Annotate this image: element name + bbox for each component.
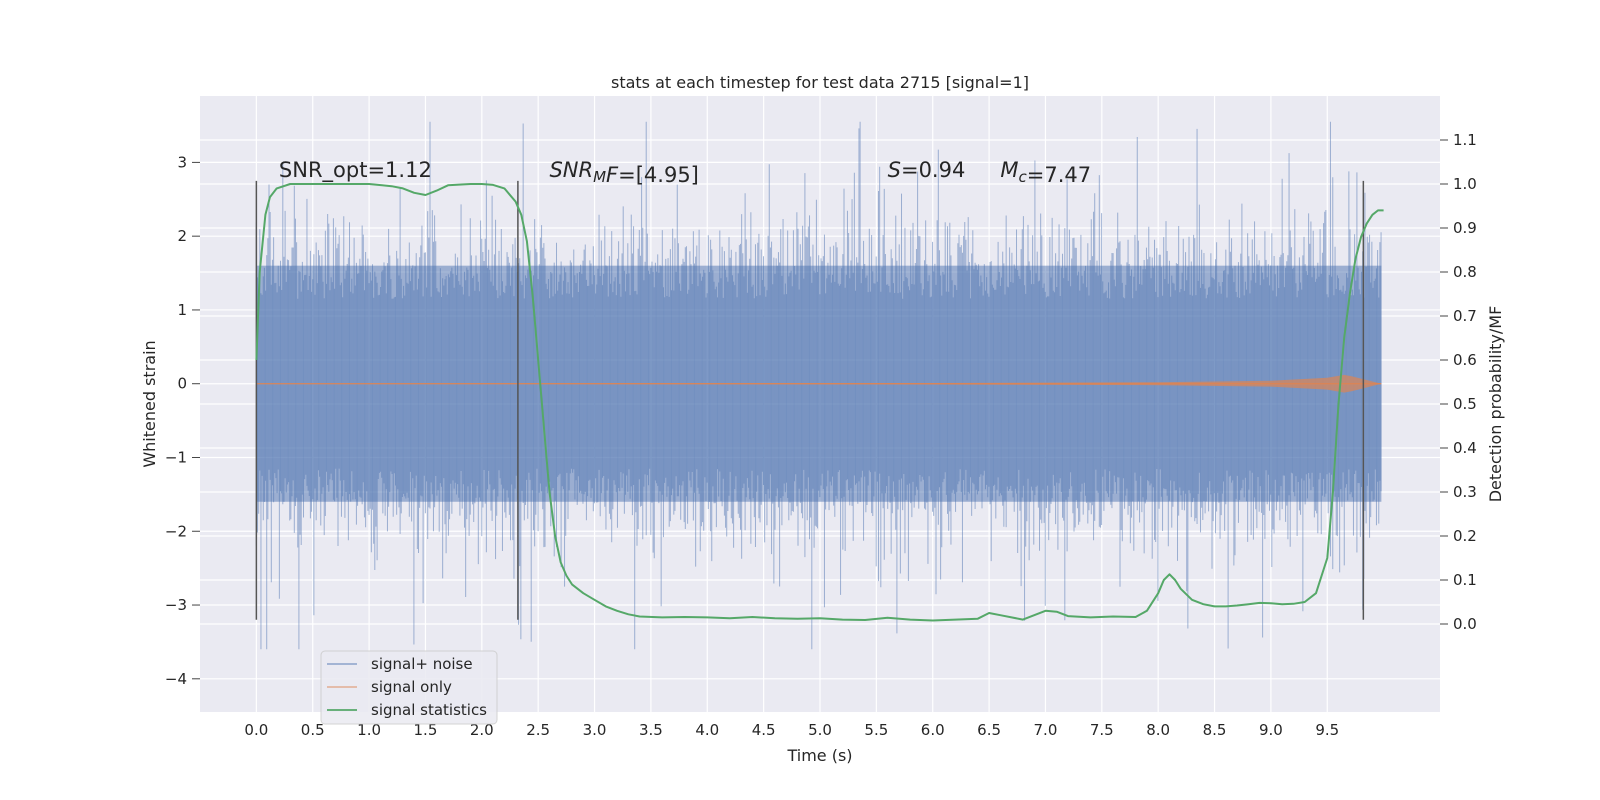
- y-axis-label: Whitened strain: [140, 340, 159, 467]
- x-tick-label: 8.0: [1146, 721, 1170, 739]
- annotations: SNR_opt=1.12 SNRMF=[4.95] S=0.94 Mc=7.47: [279, 158, 1091, 187]
- y-right-tick-label: 0.8: [1453, 263, 1477, 281]
- y-tick-label: −1: [165, 448, 187, 466]
- legend-label-signal-statistics: signal statistics: [371, 701, 487, 719]
- x-tick-label: 1.0: [357, 721, 381, 739]
- annotation-snr-mf: SNRMF=[4.95]: [549, 158, 698, 187]
- y-right-tick-label: 0.5: [1453, 395, 1477, 413]
- x-tick-label: 7.0: [1034, 721, 1058, 739]
- x-tick-label: 2.5: [526, 721, 550, 739]
- vertical-markers: [255, 180, 1365, 620]
- y-right-tick-label: 0.0: [1453, 615, 1477, 633]
- x-tick-label: 3.5: [639, 721, 663, 739]
- y-tick-label: 1: [177, 301, 187, 319]
- y-right-axis-label: Detection probability/MF: [1486, 306, 1505, 503]
- legend-box: [320, 650, 498, 725]
- x-tick-label: 7.5: [1090, 721, 1114, 739]
- x-tick-label: 3.0: [583, 721, 607, 739]
- x-tick-label: 4.0: [695, 721, 719, 739]
- y-right-tick-label: 1.0: [1453, 175, 1477, 193]
- y-tick-label: 0: [177, 375, 187, 393]
- y-right-tick-label: 0.6: [1453, 351, 1477, 369]
- legend-label-signal-only: signal only: [371, 678, 452, 696]
- x-tick-label: 2.0: [470, 721, 494, 739]
- y-right-axis-ticks: 0.0 0.1 0.2 0.3 0.4 0.5 0.6 0.7 0.8 0.9 1.0 1.1: [1440, 131, 1477, 633]
- x-tick-label: 6.5: [977, 721, 1001, 739]
- y-right-tick-label: 0.9: [1453, 219, 1477, 237]
- x-tick-label: 9.5: [1315, 721, 1339, 739]
- y-axis-ticks: −4 −3 −2 −1 0 1 2 3: [165, 153, 200, 688]
- x-tick-label: 0.5: [301, 721, 325, 739]
- x-tick-label: 5.0: [808, 721, 832, 739]
- annotation-chirp-mass: Mc=7.47: [1000, 158, 1091, 187]
- legend: signal+ noise signal only signal statist…: [320, 650, 498, 725]
- legend-label-signal-noise: signal+ noise: [371, 655, 473, 673]
- y-tick-label: 2: [177, 227, 187, 245]
- y-tick-label: 3: [177, 153, 187, 171]
- chart-title: stats at each timestep for test data 271…: [611, 73, 1029, 92]
- x-tick-label: 1.5: [414, 721, 438, 739]
- x-axis-ticks: 0.0 0.5 1.0 1.5 2.0 2.5 3.0 3.5 4.0 4.5 5.0 5.5 6.0 6…: [244, 721, 1339, 739]
- signal-statistics-series: [255, 183, 1384, 622]
- y-right-tick-label: 0.3: [1453, 483, 1477, 501]
- y-tick-label: −2: [165, 522, 187, 540]
- y-right-tick-label: 0.1: [1453, 571, 1477, 589]
- y-right-tick-label: 0.2: [1453, 527, 1477, 545]
- x-tick-label: 0.0: [244, 721, 268, 739]
- x-tick-label: 5.5: [864, 721, 888, 739]
- annotation-snr-opt: SNR_opt=1.12: [279, 158, 432, 183]
- x-tick-label: 6.0: [921, 721, 945, 739]
- x-tick-label: 9.0: [1259, 721, 1283, 739]
- signal-statistics-line: [255, 183, 1384, 622]
- x-tick-label: 8.5: [1203, 721, 1227, 739]
- y-tick-label: −3: [165, 596, 187, 614]
- x-tick-label: 4.5: [752, 721, 776, 739]
- y-tick-label: −4: [165, 670, 187, 688]
- y-right-tick-label: 0.4: [1453, 439, 1477, 457]
- x-axis-label: Time (s): [786, 746, 852, 765]
- signal-only-series: [256, 374, 1382, 393]
- annotation-s-stat: S=0.94: [888, 158, 966, 182]
- y-right-tick-label: 1.1: [1453, 131, 1477, 149]
- y-right-tick-label: 0.7: [1453, 307, 1477, 325]
